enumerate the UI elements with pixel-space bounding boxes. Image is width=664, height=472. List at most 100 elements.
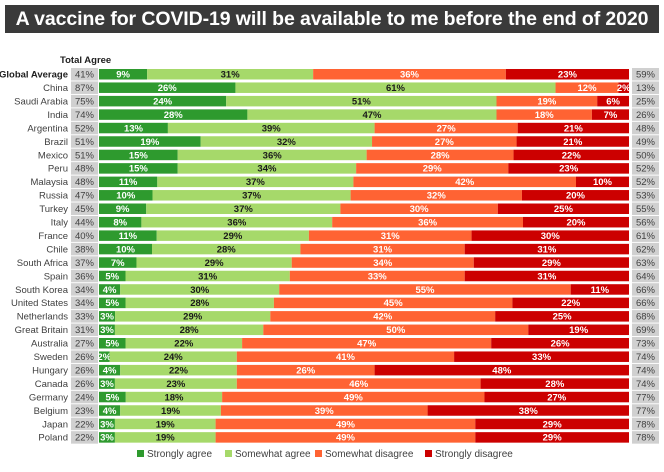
data-label: 11% bbox=[119, 231, 138, 242]
bar-segment-strongly-agree bbox=[99, 136, 201, 147]
bar-segment-somewhat-agree bbox=[146, 203, 341, 214]
bar-segment-somewhat-agree bbox=[177, 163, 357, 174]
total-disagree-box bbox=[632, 431, 659, 444]
data-label: 20% bbox=[566, 218, 586, 229]
total-disagree-label: 25% bbox=[636, 96, 656, 107]
bar-segment-strongly-disagree bbox=[597, 95, 629, 107]
total-agree-label: 51% bbox=[75, 150, 95, 161]
bar-segment-strongly-disagree bbox=[464, 243, 629, 255]
legend-label: Somewhat disagree bbox=[325, 449, 414, 460]
total-agree-box bbox=[71, 363, 98, 377]
total-agree-label: 27% bbox=[75, 339, 95, 350]
total-disagree-box bbox=[632, 390, 659, 404]
bar-segment-somewhat-agree bbox=[120, 405, 221, 416]
data-label: 19% bbox=[156, 419, 176, 430]
bar-row: South Africa 37% 7% 29% 34% 29% 63% bbox=[17, 256, 659, 269]
chart-rows: Global Average 41% 9% 31% 36% 23% 59% China 87% 2… bbox=[0, 68, 659, 444]
data-label: 48% bbox=[492, 365, 512, 376]
data-label: 13% bbox=[124, 123, 144, 134]
bar-segment-strongly-agree bbox=[99, 190, 153, 201]
data-label: 5% bbox=[105, 298, 119, 309]
data-label: 50% bbox=[386, 325, 406, 336]
bar-segment-strongly-disagree bbox=[497, 203, 629, 214]
category-label: Poland bbox=[38, 433, 68, 444]
total-disagree-box bbox=[632, 108, 659, 121]
total-agree-label: 22% bbox=[75, 419, 95, 430]
bar-segment-somewhat-agree bbox=[177, 149, 367, 161]
bar-segment-strongly-agree bbox=[99, 270, 126, 282]
bar-segment-strongly-agree bbox=[99, 163, 178, 174]
bar-segment-somewhat-agree bbox=[152, 190, 351, 201]
bar-row: Italy 44% 8% 36% 36% 20% 56% bbox=[51, 215, 659, 229]
total-disagree-box bbox=[632, 242, 659, 256]
total-disagree-box bbox=[632, 350, 659, 363]
bar-row: Spain 36% 5% 31% 33% 31% 64% bbox=[44, 269, 659, 283]
bar-segment-strongly-disagree bbox=[454, 351, 629, 362]
bar-segment-strongly-agree bbox=[99, 378, 115, 389]
data-label: 10% bbox=[593, 177, 613, 188]
bar-segment-somewhat-disagree bbox=[372, 136, 517, 147]
bar-row: Great Britain 31% 3% 28% 50% 19% 69% bbox=[15, 323, 659, 337]
data-label: 18% bbox=[164, 392, 184, 403]
legend-item: Somewhat disagree bbox=[315, 449, 414, 460]
data-label: 33% bbox=[368, 271, 388, 282]
bar-segment-somewhat-agree bbox=[141, 216, 333, 228]
bar-row: Sweden 26% 2% 24% 41% 33% 74% bbox=[34, 350, 659, 363]
bar-segment-strongly-agree bbox=[99, 203, 147, 214]
data-label: 19% bbox=[569, 325, 589, 336]
data-label: 3% bbox=[100, 433, 114, 444]
data-label: 24% bbox=[153, 96, 173, 107]
bar-segment-somewhat-disagree bbox=[236, 378, 481, 389]
data-label: 21% bbox=[563, 137, 583, 148]
bar-segment-strongly-agree bbox=[99, 311, 116, 322]
bar-segment-strongly-disagree bbox=[374, 364, 629, 376]
bar-segment-somewhat-agree bbox=[114, 418, 216, 430]
bar-row: Saudi Arabia 75% 24% 51% 19% 6% 25% bbox=[14, 94, 659, 107]
bar-row: Peru 48% 15% 34% 29% 23% 52% bbox=[48, 162, 659, 175]
data-label: 5% bbox=[106, 392, 120, 403]
total-agree-box bbox=[71, 404, 98, 417]
category-label: Canada bbox=[35, 379, 69, 390]
total-disagree-box bbox=[632, 310, 659, 323]
bar-segment-somewhat-agree bbox=[156, 230, 309, 241]
bar-segment-strongly-disagree bbox=[512, 297, 629, 309]
total-disagree-label: 78% bbox=[636, 433, 656, 444]
bar-segment-strongly-disagree bbox=[508, 163, 629, 174]
total-agree-box bbox=[71, 108, 98, 121]
bar-row: India 74% 28% 47% 18% 7% 26% bbox=[47, 108, 659, 121]
data-label: 3% bbox=[100, 312, 114, 323]
total-agree-box bbox=[71, 337, 98, 350]
data-label: 19% bbox=[161, 406, 181, 417]
total-agree-label: 41% bbox=[75, 70, 95, 81]
total-disagree-box bbox=[632, 68, 659, 81]
data-label: 11% bbox=[591, 285, 610, 296]
data-label: 23% bbox=[166, 379, 186, 390]
bar-segment-somewhat-disagree bbox=[236, 364, 375, 376]
total-agree-box bbox=[71, 323, 98, 337]
total-agree-box bbox=[71, 189, 98, 202]
bar-segment-somewhat-disagree bbox=[289, 270, 465, 282]
bar-segment-strongly-agree bbox=[99, 364, 121, 376]
bar-row: Malaysia 48% 11% 37% 42% 10% 52% bbox=[31, 175, 659, 188]
data-label: 29% bbox=[542, 258, 562, 269]
category-label: Mexico bbox=[38, 150, 68, 161]
category-label: Netherlands bbox=[17, 312, 68, 323]
category-label: Italy bbox=[51, 218, 69, 229]
total-agree-box bbox=[71, 269, 98, 283]
bar-segment-somewhat-agree bbox=[120, 284, 280, 295]
total-disagree-label: 52% bbox=[636, 164, 656, 175]
data-label: 10% bbox=[116, 244, 136, 255]
data-label: 39% bbox=[262, 123, 282, 134]
legend-label: Strongly disagree bbox=[435, 449, 513, 460]
bar-row: China 87% 26% 61% 12% 2% 13% bbox=[43, 81, 659, 94]
total-agree-label: 48% bbox=[75, 177, 95, 188]
bar-segment-somewhat-disagree bbox=[340, 203, 498, 214]
total-agree-label: 23% bbox=[75, 406, 95, 417]
total-disagree-box bbox=[632, 296, 659, 310]
total-disagree-label: 66% bbox=[636, 285, 656, 296]
bar-segment-somewhat-agree bbox=[152, 243, 301, 255]
data-label: 8% bbox=[113, 218, 127, 229]
bar-segment-strongly-disagree bbox=[471, 230, 629, 241]
bar-segment-somewhat-disagree bbox=[291, 257, 474, 268]
data-label: 15% bbox=[129, 164, 149, 175]
